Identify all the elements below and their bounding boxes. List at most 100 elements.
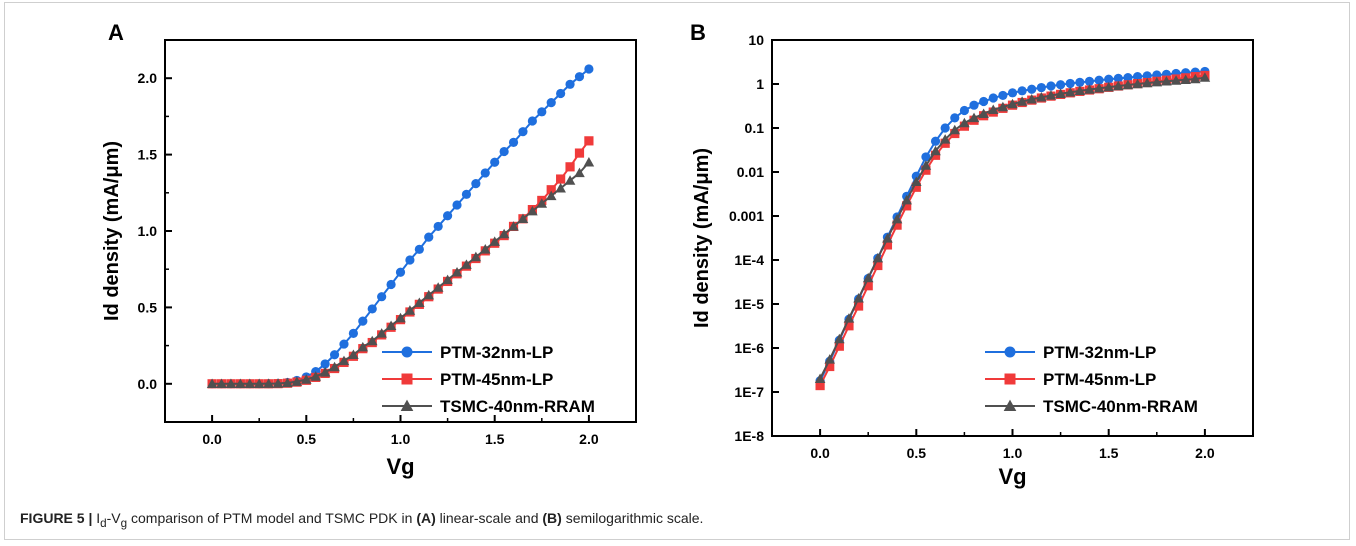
data-point bbox=[348, 328, 358, 338]
data-point bbox=[930, 150, 941, 160]
data-point bbox=[574, 167, 585, 178]
data-point bbox=[461, 189, 472, 199]
data-point bbox=[997, 101, 1009, 112]
data-point bbox=[556, 88, 566, 99]
data-point bbox=[471, 179, 481, 189]
chart-panel-b: B 0.0 0.5 1.0 1.5 2.0 1E-8 1E-7 1E-6 1E-5 1E-4 0.00… bbox=[690, 20, 1254, 489]
y-axis-title: Id density (mA/μm) bbox=[691, 148, 713, 328]
data-point bbox=[244, 378, 256, 389]
data-point bbox=[844, 321, 854, 331]
data-point bbox=[882, 233, 893, 243]
data-point bbox=[1017, 86, 1027, 96]
data-point bbox=[414, 244, 424, 254]
caption-sub-d: d bbox=[100, 516, 107, 530]
data-point bbox=[386, 279, 396, 290]
data-point bbox=[1113, 73, 1123, 84]
data-point bbox=[1180, 74, 1191, 84]
data-point bbox=[395, 312, 406, 323]
data-point bbox=[834, 341, 844, 351]
data-point bbox=[939, 134, 951, 144]
data-point bbox=[940, 123, 950, 133]
data-point bbox=[1103, 81, 1114, 92]
data-point bbox=[329, 361, 340, 372]
panel-label-b: B bbox=[690, 20, 706, 45]
data-point bbox=[470, 251, 482, 262]
data-point bbox=[310, 371, 322, 381]
data-point bbox=[564, 175, 576, 185]
data-point bbox=[584, 64, 594, 74]
figure-frame bbox=[4, 2, 1350, 540]
data-point bbox=[968, 112, 980, 123]
data-point bbox=[853, 292, 864, 303]
data-point bbox=[1132, 72, 1143, 82]
data-point bbox=[508, 221, 519, 231]
data-point bbox=[583, 156, 595, 167]
data-point bbox=[902, 201, 912, 211]
y-tick-label: 1E-4 bbox=[734, 252, 764, 268]
x-tick-label: 2.0 bbox=[579, 431, 599, 447]
data-point bbox=[911, 176, 922, 186]
data-point bbox=[892, 220, 902, 230]
x-tick-label: 1.0 bbox=[391, 431, 411, 447]
data-point bbox=[901, 194, 912, 205]
x-tick-label: 2.0 bbox=[1195, 445, 1215, 461]
data-point bbox=[395, 267, 406, 277]
data-point bbox=[527, 205, 538, 216]
y-tick-label: 1E-8 bbox=[734, 428, 764, 444]
x-tick-label: 1.5 bbox=[485, 431, 505, 447]
data-point bbox=[873, 260, 883, 271]
data-point bbox=[480, 168, 490, 178]
data-point bbox=[377, 292, 387, 302]
data-point bbox=[1093, 82, 1105, 93]
series-tsmc-40nm-rram bbox=[814, 72, 1211, 383]
data-point bbox=[863, 281, 873, 291]
legend-label: PTM-45nm-LP bbox=[1043, 370, 1156, 389]
data-point bbox=[920, 160, 932, 170]
data-point bbox=[815, 380, 825, 391]
data-point bbox=[911, 182, 921, 192]
legend-marker bbox=[1004, 373, 1016, 385]
data-point bbox=[1007, 88, 1018, 98]
x-tick-label: 0.0 bbox=[810, 445, 830, 461]
data-point bbox=[1007, 98, 1018, 109]
y-tick-label: 1E-5 bbox=[734, 296, 764, 312]
data-point bbox=[843, 313, 855, 323]
data-point bbox=[825, 361, 835, 372]
data-point bbox=[1123, 72, 1133, 83]
x-tick-label: 0.0 bbox=[202, 431, 222, 447]
data-point bbox=[537, 107, 547, 117]
data-point bbox=[461, 259, 472, 269]
data-point bbox=[1122, 79, 1134, 90]
y-axis-title: Id density (mA/μm) bbox=[101, 141, 123, 321]
y-tick-label: 0.0 bbox=[138, 376, 158, 392]
data-point bbox=[987, 104, 999, 114]
data-point bbox=[1055, 88, 1066, 98]
y-tick-label: 1E-6 bbox=[734, 340, 764, 356]
data-point bbox=[235, 378, 246, 389]
data-point bbox=[978, 108, 989, 119]
data-point bbox=[508, 137, 519, 147]
data-point bbox=[404, 305, 416, 315]
data-point bbox=[367, 304, 377, 314]
data-point bbox=[433, 221, 443, 232]
series-tsmc-40nm-rram bbox=[206, 156, 595, 389]
y-tick-label: 2.0 bbox=[138, 70, 158, 86]
y-tick-label: 0.5 bbox=[138, 299, 158, 315]
data-point bbox=[536, 198, 548, 208]
data-point bbox=[862, 272, 874, 283]
data-point bbox=[405, 255, 415, 265]
data-point bbox=[1170, 75, 1182, 85]
data-point bbox=[1064, 86, 1076, 97]
data-point bbox=[574, 72, 585, 82]
data-point bbox=[385, 320, 397, 330]
data-point bbox=[301, 374, 312, 384]
data-point bbox=[263, 378, 274, 388]
data-point bbox=[443, 211, 453, 221]
caption-sub-g: g bbox=[120, 516, 128, 530]
series-line bbox=[819, 74, 1206, 387]
series-line bbox=[819, 70, 1205, 382]
y-tick-label: 1E-7 bbox=[734, 384, 764, 400]
legend-marker bbox=[1004, 346, 1016, 358]
legend-label: PTM-32nm-LP bbox=[1043, 343, 1156, 362]
